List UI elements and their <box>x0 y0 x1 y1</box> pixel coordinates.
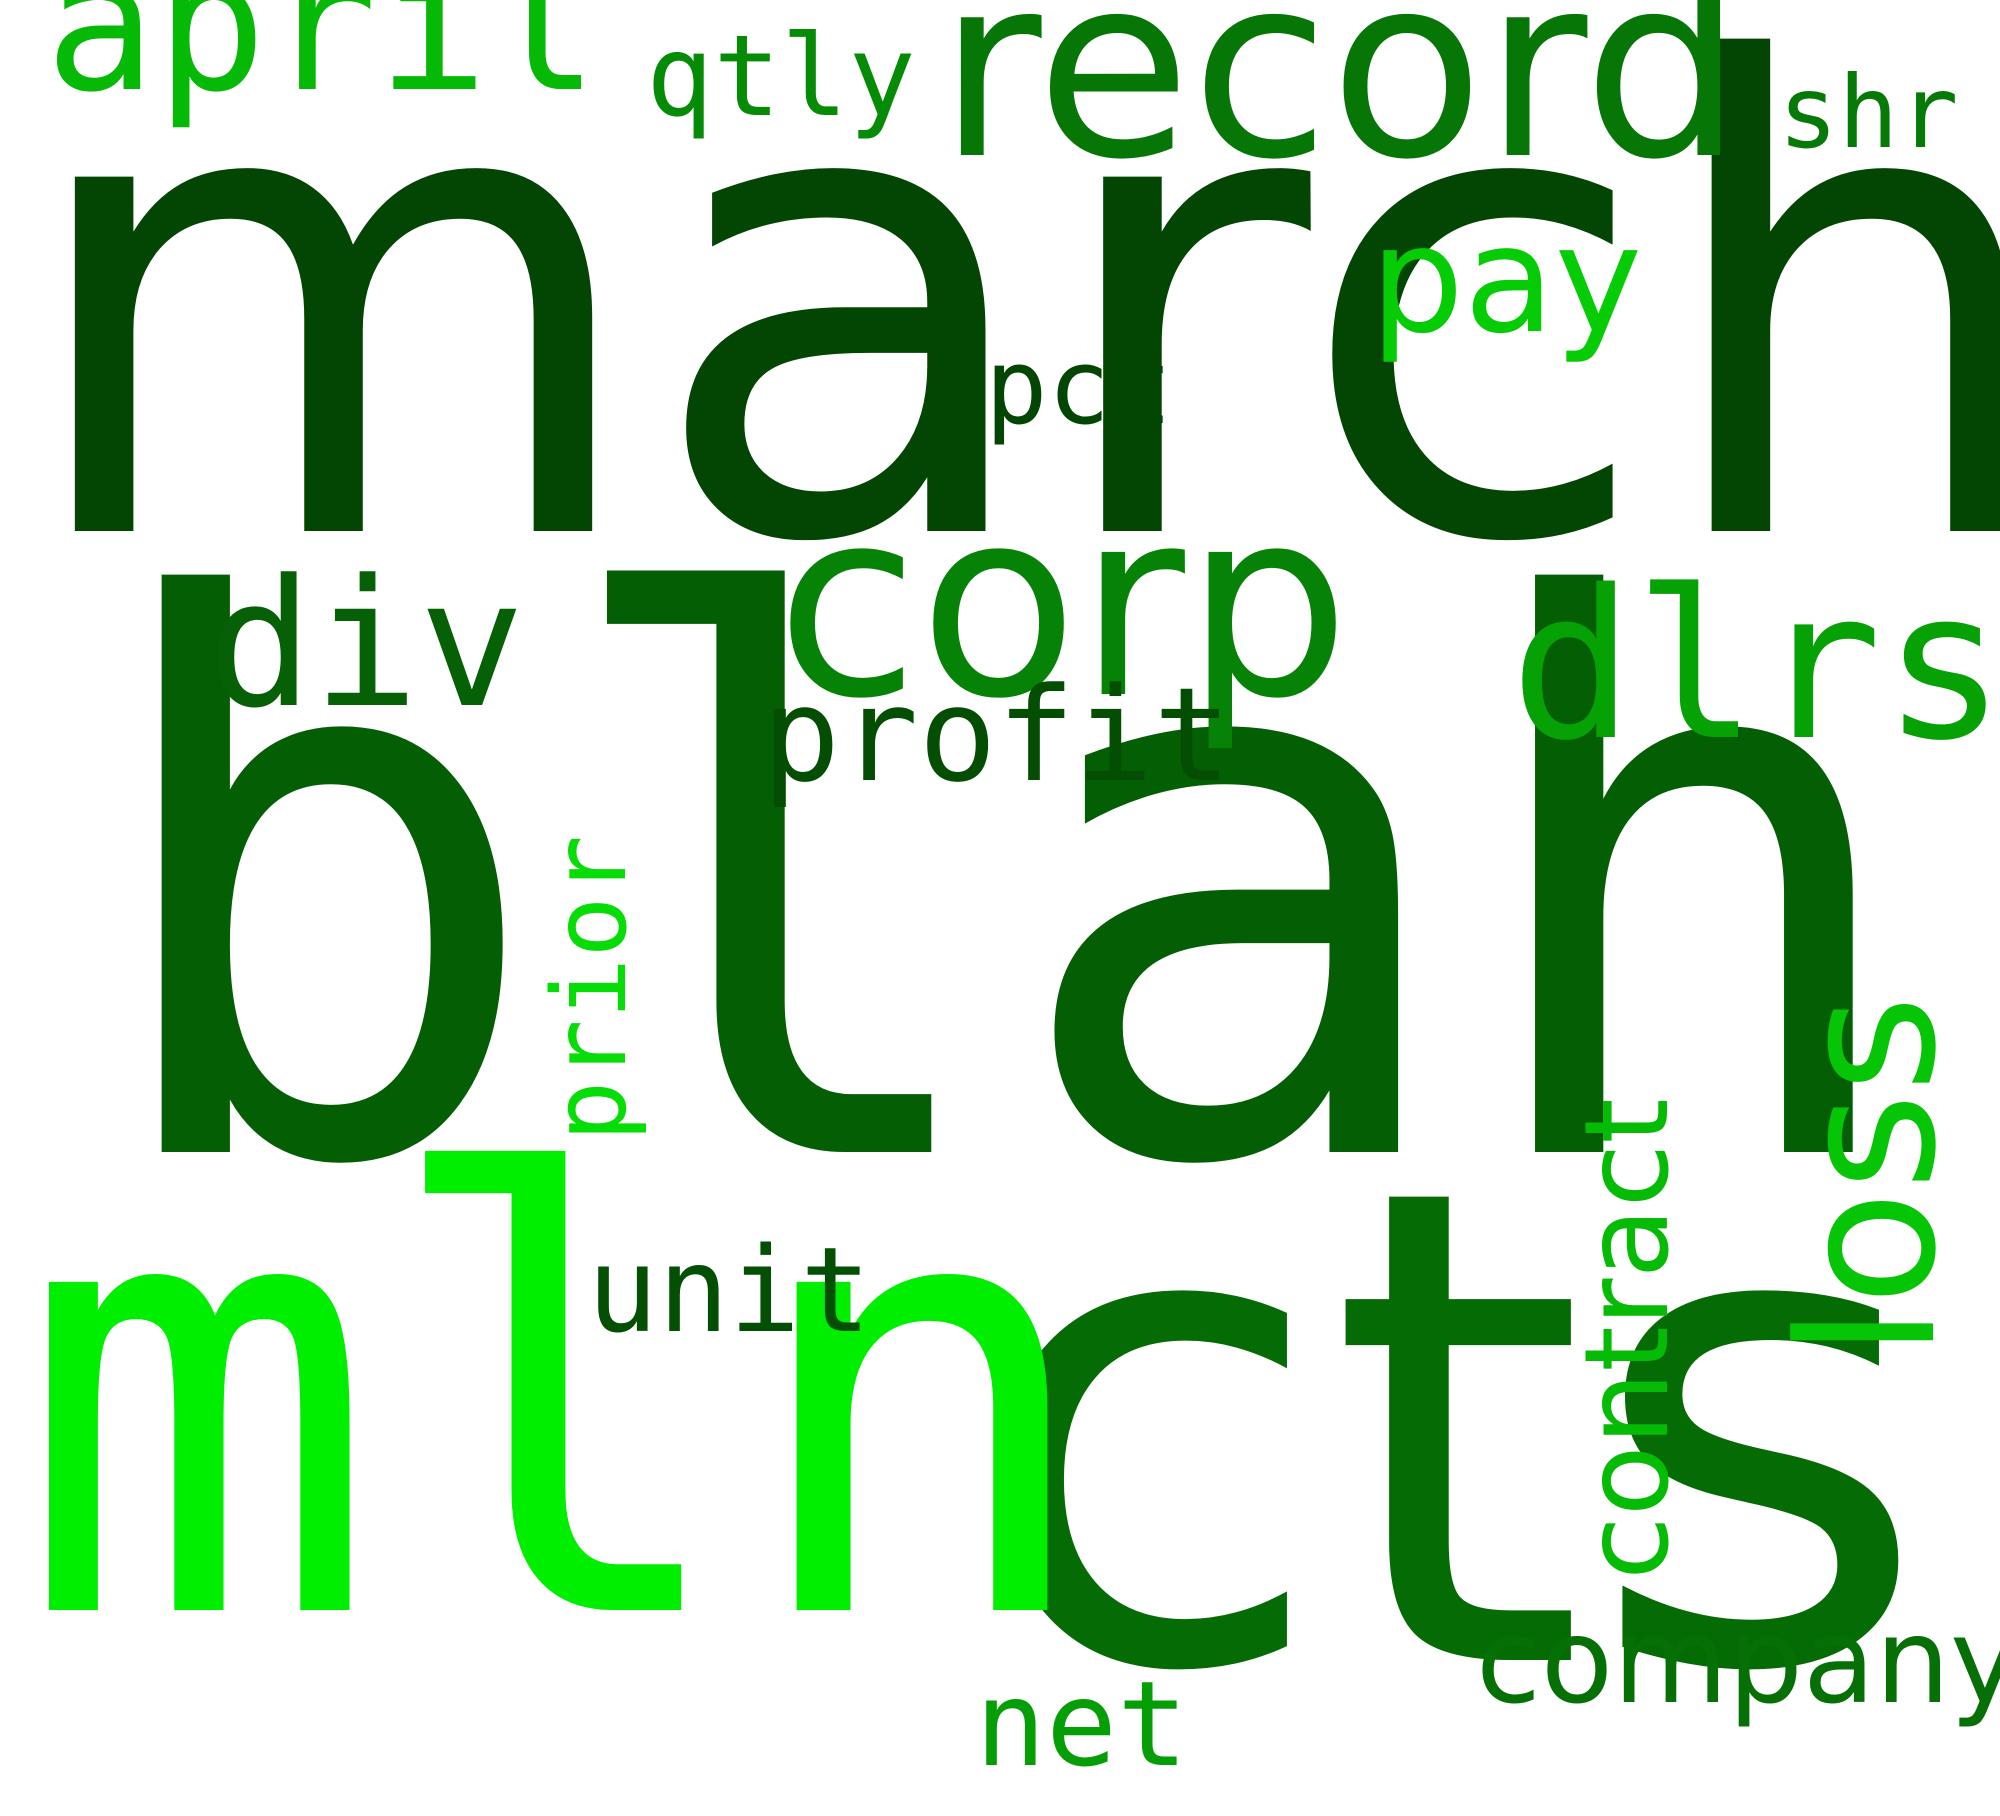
word-mln: mln <box>17 1053 1101 1752</box>
word-loss: loss <box>1759 994 1978 1358</box>
word-div: div <box>207 542 525 747</box>
word-contract: contract <box>1560 1098 1695 1580</box>
word-april: april <box>45 0 599 133</box>
word-net: net <box>975 1655 1189 1793</box>
word-dlrs: dlrs <box>1510 546 2000 786</box>
word-prior: prior <box>531 834 650 1142</box>
word-cts: cts <box>965 1047 1931 1816</box>
word-blah: blah <box>90 448 1921 1332</box>
word-shr: shr <box>1778 54 1959 171</box>
word-record: record <box>938 0 1743 215</box>
word-corp: corp <box>776 454 1350 756</box>
word-unit: unit <box>587 1221 872 1359</box>
word-qtly: qtly <box>646 12 916 142</box>
word-profit: profit <box>762 659 1232 811</box>
word-march: march <box>16 0 2000 684</box>
word-pay: pay <box>1370 194 1643 366</box>
word-pct: pct <box>985 326 1173 448</box>
word-company: company <box>1476 1592 2000 1730</box>
